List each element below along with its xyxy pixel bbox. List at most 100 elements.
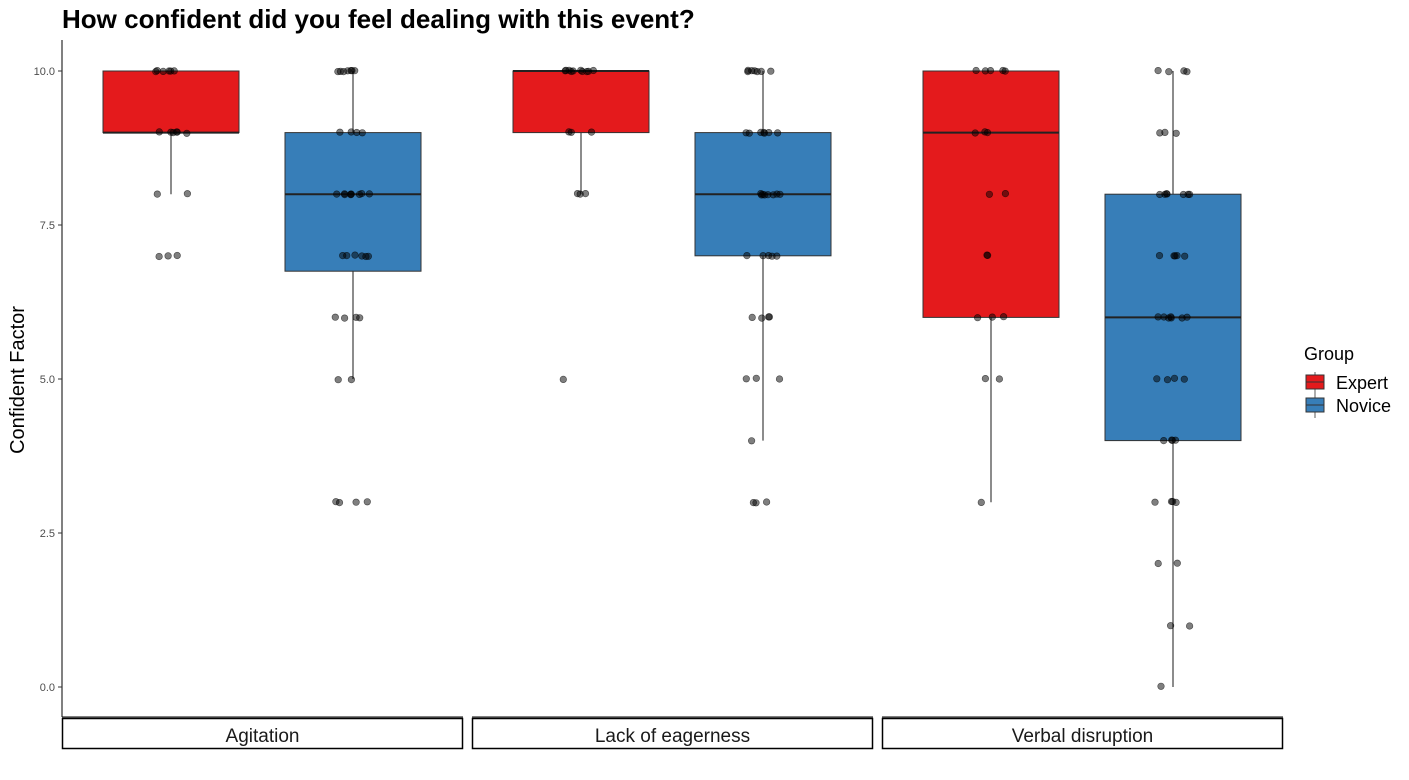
data-point [985,190,994,198]
data-point [981,375,990,383]
data-point [1179,190,1187,199]
legend-title: Group [1304,344,1354,364]
data-point [347,376,356,384]
data-point [765,313,774,321]
data-point [152,67,160,76]
data-point [155,128,163,136]
data-point [752,374,760,382]
data-point [173,251,181,260]
data-point [347,128,355,136]
facet-label: Agitation [226,726,300,747]
data-point [183,190,191,198]
data-point [352,498,360,506]
data-point [1153,375,1161,383]
y-tick-label: 5.0 [40,374,55,386]
box-expert [512,70,650,134]
data-point [1163,376,1172,384]
data-point [331,313,339,321]
data-point [743,252,751,260]
data-point [1180,375,1188,383]
data-point [365,190,374,198]
data-point [577,66,585,74]
data-point [155,252,163,261]
box-expert [102,70,240,134]
data-point [1172,129,1180,137]
data-point [565,128,573,136]
data-point [767,67,775,75]
data-point [1173,559,1181,567]
data-point [358,129,366,137]
facet-strip [881,717,1284,750]
data-point [341,191,349,199]
facet-strip [61,717,464,750]
data-point [1001,190,1010,198]
data-point [762,498,771,506]
data-point [183,129,191,137]
data-point [170,67,178,75]
data-point [358,252,366,260]
data-point [752,499,760,507]
data-point [1161,128,1169,136]
data-point [742,375,750,383]
y-tick-label: 7.5 [40,220,55,232]
data-point [1157,682,1165,690]
data-point [363,498,371,506]
data-point [1166,622,1175,630]
data-point [1170,374,1179,382]
data-point [569,67,577,75]
data-point [1185,622,1194,630]
data-point [333,190,341,198]
data-point [759,252,767,260]
data-point [576,190,584,198]
data-point [587,128,596,136]
data-point [1180,67,1188,75]
data-point [1163,190,1171,198]
data-point [747,437,756,445]
legend-label-expert: Expert [1336,373,1388,393]
data-point [1151,498,1159,506]
data-point [358,190,366,198]
data-point [169,129,177,137]
data-point [1165,68,1173,76]
data-point [775,375,784,383]
y-tick-label: 2.5 [40,528,55,540]
data-point [986,66,995,75]
data-point [1167,497,1176,506]
data-point [1185,190,1194,198]
data-point [153,190,161,198]
data-point [1171,436,1180,444]
data-point [1160,313,1168,321]
data-point [1167,313,1175,321]
data-point [983,251,991,259]
data-point [351,251,359,259]
data-point [1183,313,1191,321]
data-point [764,191,772,199]
data-point [1173,252,1181,260]
data-point [758,314,766,322]
data-point [1155,252,1164,260]
data-point [988,313,996,321]
plot-area: 0.0 2.5 5.0 7.5 10.0 Agitation Lack of eagerne… [34,40,1284,750]
data-point [1181,252,1189,260]
data-point [348,66,356,75]
data-point [765,129,773,137]
data-point [748,313,756,322]
y-tick-label: 10.0 [34,66,55,78]
facet-label: Lack of eagerness [595,726,750,747]
data-point [364,252,373,260]
data-point [352,313,360,321]
data-point [995,375,1004,383]
data-point [559,375,567,384]
data-point [159,67,167,75]
data-point [977,498,985,507]
data-point [1154,66,1162,75]
data-point [340,67,348,76]
chart-title: How confident did you feel dealing with … [62,4,695,34]
data-point [1154,559,1162,568]
y-axis-label: Confident Factor [7,306,29,454]
data-point [973,314,982,322]
data-point [341,314,349,322]
data-point [336,128,344,136]
data-point [745,129,753,137]
